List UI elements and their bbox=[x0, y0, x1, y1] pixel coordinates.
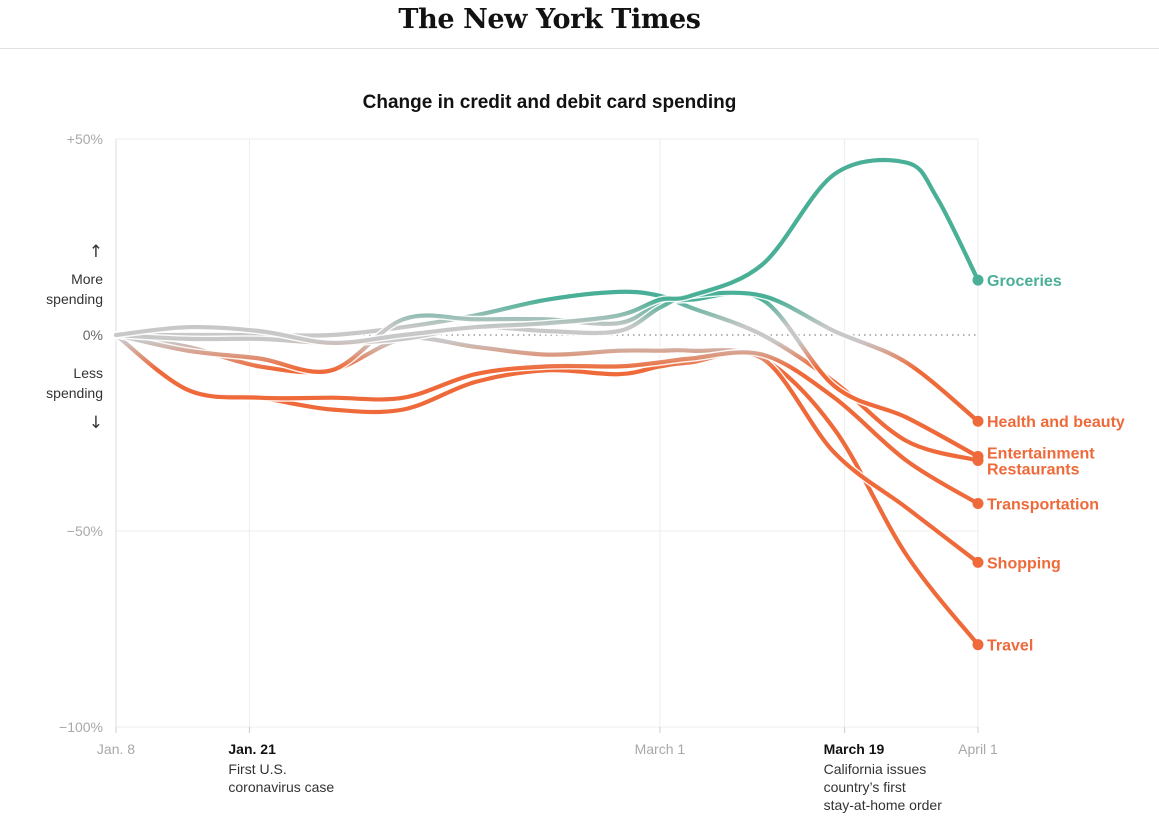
series-line-health-and-beauty bbox=[113, 290, 981, 424]
x-tick-label: March 19 bbox=[824, 741, 885, 757]
series-halo-travel bbox=[112, 331, 982, 649]
annotation-note: California issues bbox=[824, 761, 927, 777]
y-axis: +50% 0% −50% −100% bbox=[59, 131, 103, 735]
y-tick-label: 0% bbox=[83, 327, 103, 343]
y-tick-label: −100% bbox=[59, 719, 103, 735]
x-axis: Jan. 8 Jan. 21 First U.S. coronavirus case M… bbox=[97, 741, 998, 813]
chart-title: Change in credit and debit card spending bbox=[362, 92, 737, 113]
end-dot-restaurants bbox=[972, 454, 984, 466]
series-line-groceries bbox=[113, 157, 981, 345]
x-tick-label: Jan. 8 bbox=[97, 741, 135, 757]
series-line-travel bbox=[113, 332, 981, 647]
series-label-entertainment: Entertainment bbox=[987, 446, 1095, 463]
masthead: The New York Times bbox=[0, 0, 1159, 49]
end-dot-travel bbox=[972, 639, 984, 651]
annotation-note: country’s first bbox=[824, 779, 906, 795]
end-dot-health-and-beauty bbox=[972, 415, 984, 427]
more-label: More bbox=[71, 271, 103, 287]
y-tick-label: −50% bbox=[67, 523, 103, 539]
series-line-entertainment bbox=[113, 291, 981, 459]
up-arrow-icon: ↑ bbox=[89, 242, 103, 262]
less-label: Less bbox=[73, 365, 103, 381]
y-tick-label: +50% bbox=[67, 131, 103, 147]
grid bbox=[115, 138, 979, 733]
down-arrow-icon: ↓ bbox=[89, 413, 103, 433]
series-labels: Groceries Health and beauty EntertainmentR… bbox=[987, 273, 1125, 655]
series-lines bbox=[112, 156, 984, 651]
annotation-note: coronavirus case bbox=[228, 779, 334, 795]
x-tick-label: April 1 bbox=[958, 741, 998, 757]
end-dot-transportation bbox=[972, 498, 984, 510]
x-tick-label: March 1 bbox=[635, 741, 686, 757]
series-label-restaurants: Restaurants bbox=[987, 461, 1080, 478]
end-dot-groceries bbox=[972, 274, 984, 286]
end-dot-shopping bbox=[972, 556, 984, 568]
series-label-shopping: Shopping bbox=[987, 555, 1061, 572]
series-label-travel: Travel bbox=[987, 638, 1033, 655]
nyt-logo[interactable]: The New York Times bbox=[398, 4, 701, 35]
less-spending-label: spending bbox=[46, 385, 103, 401]
series-label-transportation: Transportation bbox=[987, 497, 1099, 514]
series-halo-groceries bbox=[112, 156, 982, 347]
series-line-transportation bbox=[113, 332, 981, 506]
x-tick-label: Jan. 21 bbox=[228, 741, 276, 757]
more-spending-label: spending bbox=[46, 291, 103, 307]
direction-labels: ↑ More spending Less spending ↓ bbox=[46, 242, 103, 433]
annotation-note: First U.S. bbox=[228, 761, 286, 777]
series-label-groceries: Groceries bbox=[987, 273, 1062, 290]
series-label-health-and-beauty: Health and beauty bbox=[987, 414, 1125, 431]
annotation-note: stay-at-home order bbox=[824, 797, 943, 813]
